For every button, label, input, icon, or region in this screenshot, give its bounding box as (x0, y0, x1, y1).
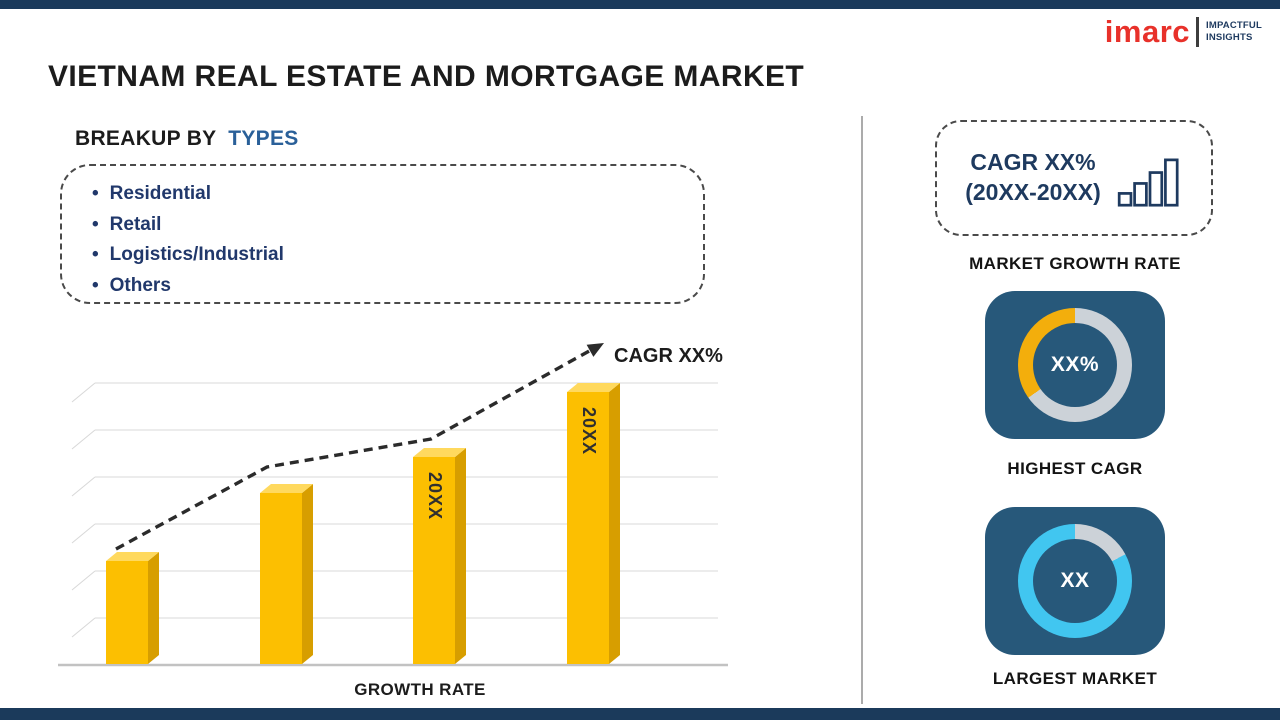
types-list: ResidentialRetailLogistics/IndustrialOth… (92, 179, 683, 301)
types-box: ResidentialRetailLogistics/IndustrialOth… (60, 164, 705, 304)
market-growth-rate-caption: MARKET GROWTH RATE (969, 254, 1181, 273)
highest-cagr-donut: XX% (1018, 308, 1132, 422)
logo-tagline: IMPACTFUL INSIGHTS (1206, 20, 1262, 44)
vertical-divider (861, 116, 863, 704)
x-axis-label: GROWTH RATE (354, 680, 486, 699)
highest-cagr-card: XX% (985, 291, 1165, 439)
largest-market-caption: LARGEST MARKET (992, 669, 1158, 688)
bar (567, 392, 609, 664)
chart-bars: 20XX 20XX (106, 383, 620, 664)
highest-cagr-value: XX% (1050, 353, 1100, 376)
logo-tagline-line1: IMPACTFUL (1206, 19, 1262, 31)
trend-arrow (115, 348, 592, 551)
growth-bars-icon (1117, 158, 1179, 207)
chart-gridlines (71, 382, 718, 638)
trend-arrow-head (586, 343, 604, 357)
type-item: Retail (92, 210, 683, 241)
breakup-heading-prefix: BREAKUP BY (75, 127, 217, 150)
right-panel: CAGR XX% (20XX-20XX) MARKET GROWTH RATE … (885, 115, 1265, 715)
type-item: Others (92, 271, 683, 302)
top-accent-bar (0, 0, 1280, 9)
bottom-accent-bar (0, 708, 1280, 720)
bar-value-label: 20XX (425, 472, 445, 520)
bar (413, 457, 455, 664)
cagr-line2: (20XX-20XX) (965, 179, 1101, 205)
imarc-logo: imarc IMPACTFUL INSIGHTS (1105, 16, 1262, 47)
page-title: VIETNAM REAL ESTATE AND MORTGAGE MARKET (48, 60, 805, 93)
breakup-heading: BREAKUP BY TYPES (75, 127, 299, 151)
imarc-logo-text: imarc (1104, 14, 1191, 49)
bar (260, 493, 302, 664)
breakup-heading-accent: TYPES (228, 127, 299, 150)
highest-cagr-caption: HIGHEST CAGR (1007, 459, 1143, 478)
market-growth-rate-box: CAGR XX% (20XX-20XX) (935, 120, 1213, 236)
largest-market-card: XX (985, 507, 1165, 655)
type-item: Residential (92, 179, 683, 210)
largest-market-value: XX (1060, 569, 1090, 592)
cagr-line1: CAGR XX% (970, 149, 1096, 176)
type-item: Logistics/Industrial (92, 240, 683, 271)
cagr-annotation: CAGR XX% (614, 345, 723, 367)
logo-tagline-line2: INSIGHTS (1206, 31, 1253, 43)
logo-divider (1196, 16, 1200, 47)
cagr-value: CAGR XX% (20XX-20XX) (965, 148, 1101, 208)
bar (106, 561, 148, 664)
growth-bar-chart: 20XX 20XX CAGR XX% (58, 343, 728, 667)
bar-value-label: 20XX (579, 407, 599, 455)
largest-market-donut: XX (1018, 524, 1132, 638)
